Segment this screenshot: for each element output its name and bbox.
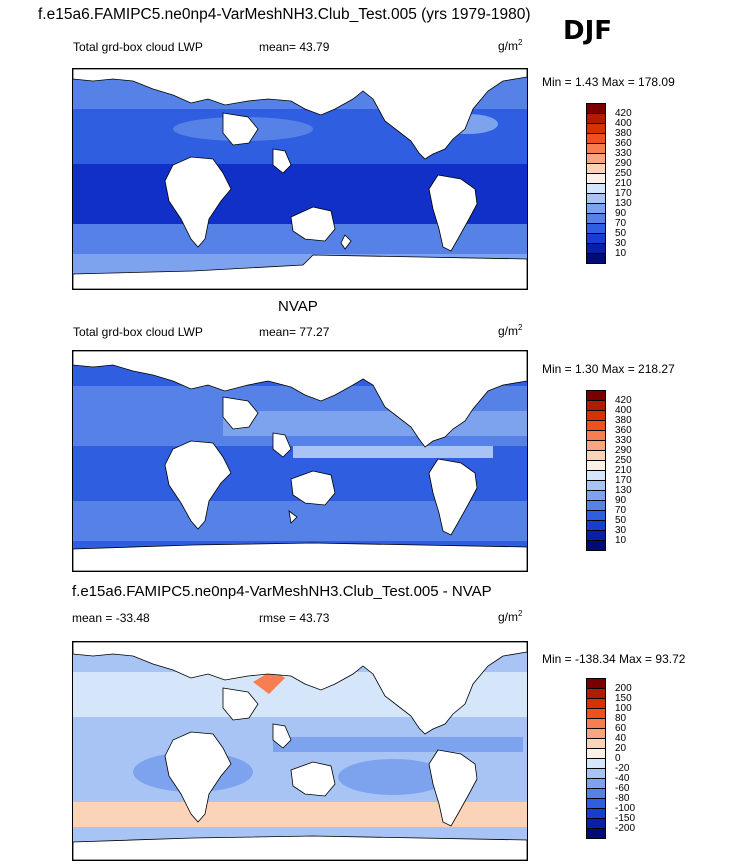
- colorbar-level-label: -40: [615, 773, 630, 784]
- colorbar-level-label: 330: [615, 435, 632, 446]
- colorbar-level-label: 210: [615, 178, 632, 189]
- panel1-units: g/m2: [498, 38, 523, 53]
- panel2-mean-label: mean= 77.27: [259, 325, 330, 339]
- colorbar-level-label: 90: [615, 495, 627, 506]
- panel3-heading: f.e15a6.FAMIPC5.ne0np4-VarMeshNH3.Club_T…: [72, 583, 492, 600]
- colorbar-level-label: 150: [615, 693, 632, 704]
- colorbar-level-label: 200: [615, 683, 632, 694]
- colorbar-level-label: 170: [615, 475, 632, 486]
- colorbar-level-label: 400: [615, 118, 632, 129]
- colorbar-level-label: 400: [615, 405, 632, 416]
- colorbar-level-label: -200: [615, 823, 636, 834]
- panel3-units: g/m2: [498, 609, 523, 624]
- colorbar-level-label: 30: [615, 525, 627, 536]
- colorbar-level-label: 0: [615, 753, 621, 764]
- panel1-map-svg: [73, 69, 527, 289]
- colorbar-level-label: 10: [615, 535, 627, 546]
- colorbar-level-label: 100: [615, 703, 632, 714]
- panel2-units: g/m2: [498, 323, 523, 338]
- colorbar-level-label: 30: [615, 238, 627, 249]
- colorbar-level-label: 50: [615, 515, 627, 526]
- colorbar-level-label: -80: [615, 793, 630, 804]
- colorbar-level-label: 380: [615, 415, 632, 426]
- panel1-mean-label: mean= 43.79: [259, 40, 330, 54]
- colorbar-level-label: 290: [615, 158, 632, 169]
- panel3-colorbar: 200 150 100 80 60 40 20 0 -20 -40 -60 -80 -100 -150 -2…: [586, 678, 635, 839]
- figure-title: f.e15a6.FAMIPC5.ne0np4-VarMeshNH3.Club_T…: [38, 6, 531, 23]
- colorbar-level-label: 70: [615, 505, 627, 516]
- colorbar-level-label: -20: [615, 763, 630, 774]
- colorbar-swatch: [586, 828, 606, 839]
- colorbar-level-label: 250: [615, 455, 632, 466]
- panel3-mean-label: mean = -33.48: [72, 611, 150, 625]
- colorbar-level-label: 20: [615, 743, 627, 754]
- colorbar-level-label: 50: [615, 228, 627, 239]
- colorbar-level-label: 420: [615, 108, 632, 119]
- panel2-map: [72, 350, 528, 572]
- panel3-map: [72, 641, 528, 861]
- panel1-min-max: Min = 1.43 Max = 178.09: [542, 75, 675, 89]
- colorbar-level-label: 170: [615, 188, 632, 199]
- panel3-min-max: Min = -138.34 Max = 93.72: [542, 652, 686, 666]
- colorbar-level-label: 210: [615, 465, 632, 476]
- colorbar-level-label: 70: [615, 218, 627, 229]
- colorbar-level-label: 80: [615, 713, 627, 724]
- colorbar-level-label: 130: [615, 485, 632, 496]
- colorbar-level-label: 380: [615, 128, 632, 139]
- colorbar-level-label: 250: [615, 168, 632, 179]
- colorbar-level-label: -150: [615, 813, 636, 824]
- panel3-map-svg: [73, 642, 527, 860]
- colorbar-level-label: -100: [615, 803, 636, 814]
- panel1-map: [72, 68, 528, 290]
- panel2-colorbar: 420 400 380 360 330 290 250 210 170 130 90 70 50 30 10: [586, 390, 632, 551]
- colorbar-level-label: 90: [615, 208, 627, 219]
- panel2-variable-label: Total grd-box cloud LWP: [73, 325, 203, 339]
- panel1-variable-label: Total grd-box cloud LWP: [73, 40, 203, 54]
- panel2-map-svg: [73, 351, 527, 571]
- colorbar-level-label: 40: [615, 733, 627, 744]
- colorbar-swatch: [586, 540, 606, 551]
- colorbar-level-label: 360: [615, 138, 632, 149]
- colorbar-level-label: 130: [615, 198, 632, 209]
- season-label: DJF: [563, 16, 613, 46]
- panel1-colorbar: 420 400 380 360 330 290 250 210 170 130 90 70 50 30 10: [586, 103, 632, 264]
- panel2-min-max: Min = 1.30 Max = 218.27: [542, 362, 675, 376]
- colorbar-level-label: -60: [615, 783, 630, 794]
- panel3-rmse-label: rmse = 43.73: [259, 611, 330, 625]
- colorbar-level-label: 420: [615, 395, 632, 406]
- colorbar-level-label: 360: [615, 425, 632, 436]
- colorbar-level-label: 330: [615, 148, 632, 159]
- colorbar-level-label: 10: [615, 248, 627, 259]
- panel2-heading: NVAP: [278, 298, 318, 315]
- colorbar-level-label: 290: [615, 445, 632, 456]
- colorbar-level-label: 60: [615, 723, 627, 734]
- colorbar-swatch: [586, 253, 606, 264]
